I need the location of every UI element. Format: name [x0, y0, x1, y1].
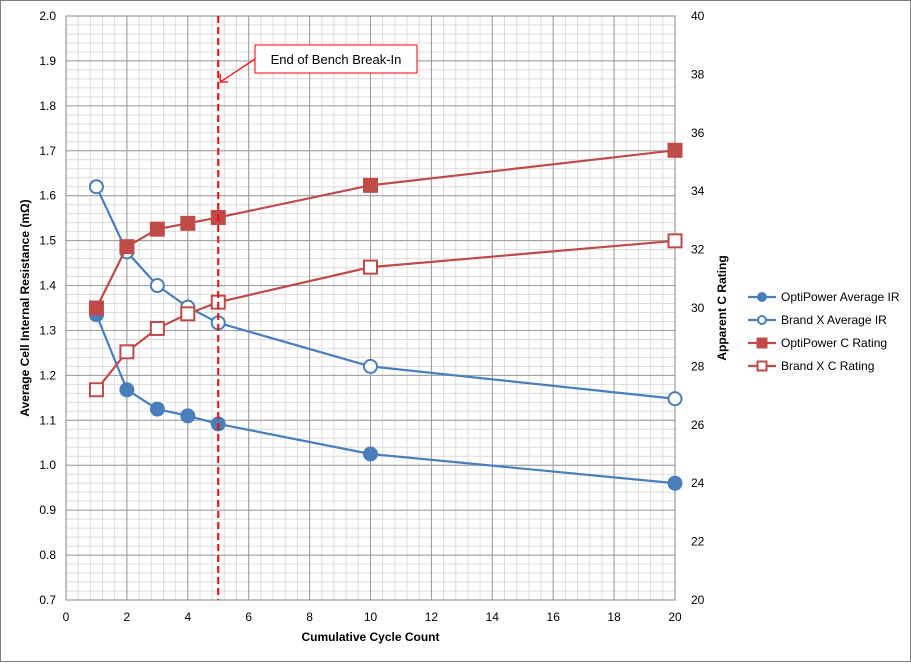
- y-axis-tick-labels: 0.7 0.8 0.9 1.0 1.1 1.2 1.3 1.4 1.5 1.6 1.7 1.8 1.9 2…: [39, 9, 56, 607]
- data-point: [667, 391, 683, 407]
- x-tick-label: 10: [364, 610, 378, 624]
- x-tick-label: 18: [607, 610, 621, 624]
- series-4: [88, 233, 683, 398]
- y-tick-label: 1.6: [39, 189, 56, 203]
- legend-label: Brand X Average IR: [781, 313, 887, 327]
- x-axis-title: Cumulative Cycle Count: [301, 630, 439, 644]
- annotation-arrowhead: [219, 74, 229, 83]
- y2-tick-label: 40: [691, 9, 705, 23]
- data-point: [363, 177, 378, 193]
- data-point: [149, 401, 165, 417]
- y2-tick-label: 28: [691, 359, 705, 373]
- data-point: [149, 320, 165, 336]
- y-tick-label: 1.1: [39, 413, 56, 427]
- break-in-annotation: End of Bench Break-In: [219, 44, 418, 83]
- data-point: [180, 306, 196, 322]
- y2-tick-label: 22: [691, 535, 705, 549]
- data-point: [667, 233, 683, 249]
- annotation-text: End of Bench Break-In: [271, 52, 402, 67]
- legend-label: Brand X C Rating: [781, 359, 874, 373]
- legend-marker: [756, 360, 768, 372]
- y-tick-label: 1.7: [39, 144, 56, 158]
- y2-tick-label: 26: [691, 418, 705, 432]
- y-tick-label: 1.4: [39, 279, 56, 293]
- y-tick-label: 0.9: [39, 503, 56, 517]
- x-tick-label: 4: [184, 610, 191, 624]
- y-tick-label: 1.2: [39, 368, 56, 382]
- data-point: [149, 221, 165, 237]
- x-tick-label: 2: [124, 610, 131, 624]
- major-gridlines: [65, 15, 676, 601]
- x-tick-label: 20: [668, 610, 682, 624]
- data-point: [180, 215, 196, 231]
- data-point: [119, 239, 135, 255]
- annotation-box: [254, 44, 418, 74]
- data-point: [667, 475, 683, 491]
- legend: OptiPower Average IR Brand X Average IR Op…: [748, 290, 900, 373]
- data-point: [363, 446, 378, 462]
- annotation-arrow: [219, 58, 256, 83]
- data-point: [119, 382, 135, 398]
- x-tick-label: 12: [425, 610, 439, 624]
- y2-tick-label: 32: [691, 243, 705, 257]
- legend-item: OptiPower C Rating: [748, 336, 887, 350]
- series-line: [95, 314, 676, 485]
- x-tick-label: 6: [245, 610, 252, 624]
- y-tick-label: 1.3: [39, 323, 56, 337]
- y-tick-label: 1.9: [39, 54, 56, 68]
- data-point: [119, 344, 135, 360]
- data-point: [363, 358, 378, 374]
- legend-marker: [757, 315, 767, 325]
- y2-axis-tick-labels: 20 22 24 26 28 30 32 34 36 38 40: [691, 9, 705, 607]
- series-1: [88, 307, 683, 491]
- y2-tick-label: 34: [691, 184, 705, 198]
- data-point: [180, 408, 196, 424]
- y-tick-label: 1.8: [39, 99, 56, 113]
- y-tick-label: 0.8: [39, 548, 56, 562]
- y2-tick-label: 30: [691, 301, 705, 315]
- series-3: [88, 142, 683, 316]
- legend-item: Brand X Average IR: [748, 313, 887, 327]
- y-tick-label: 0.7: [39, 593, 56, 607]
- x-tick-label: 14: [486, 610, 500, 624]
- legend-item: Brand X C Rating: [748, 359, 874, 373]
- data-point: [363, 259, 378, 275]
- legend-marker: [757, 292, 767, 302]
- y2-tick-label: 20: [691, 593, 705, 607]
- legend-label: OptiPower C Rating: [781, 336, 887, 350]
- y-axis-title: Average Cell Internal Resistance (mΩ): [18, 199, 32, 416]
- plot-area-border: [65, 15, 676, 601]
- y2-tick-label: 38: [691, 67, 705, 81]
- data-point: [667, 142, 683, 158]
- x-tick-label: 0: [63, 610, 70, 624]
- y-tick-label: 1.5: [39, 234, 56, 248]
- y2-axis-title: Apparent C Rating: [715, 255, 729, 360]
- data-point: [88, 382, 104, 398]
- y-tick-label: 2.0: [39, 9, 56, 23]
- data-point: [88, 300, 104, 316]
- legend-label: OptiPower Average IR: [781, 290, 900, 304]
- y-tick-label: 1.0: [39, 458, 56, 472]
- data-point: [149, 278, 165, 294]
- legend-marker: [756, 337, 768, 349]
- legend-item: OptiPower Average IR: [748, 290, 900, 304]
- x-axis-tick-labels: 0 2 4 6 8 10 12 14 16 18 20: [63, 610, 682, 624]
- x-tick-label: 8: [306, 610, 313, 624]
- series-layer: [88, 142, 683, 491]
- data-point: [88, 179, 104, 195]
- x-tick-label: 16: [547, 610, 561, 624]
- y2-tick-label: 36: [691, 126, 705, 140]
- y2-tick-label: 24: [691, 476, 705, 490]
